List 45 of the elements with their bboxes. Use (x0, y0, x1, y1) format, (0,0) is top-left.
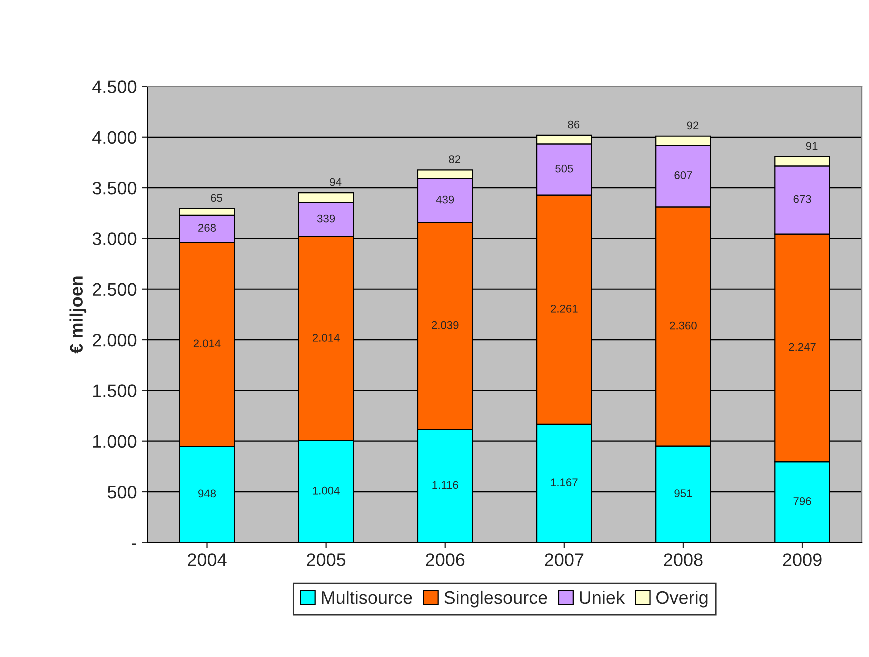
data-label: 439 (436, 196, 454, 204)
data-label: 2.247 (789, 343, 816, 352)
data-label: 91 (806, 142, 818, 150)
y-axis-title: € miljoen (70, 276, 87, 354)
x-tick-label: 2008 (664, 554, 703, 566)
y-tick-label: 1.500 (94, 384, 137, 398)
data-label: 339 (317, 214, 336, 223)
data-label: 86 (568, 120, 580, 129)
data-label: 2.039 (432, 321, 459, 330)
y-tick-label: 3.000 (92, 232, 137, 246)
y-tick-label: 1.000 (94, 435, 137, 448)
data-label: 607 (674, 172, 692, 180)
legend-label: Multisource (322, 590, 412, 604)
y-tick-label: 4.500 (92, 80, 137, 94)
data-label: 2.014 (194, 340, 221, 348)
data-label: 1.004 (313, 486, 340, 495)
data-label: 65 (211, 194, 222, 202)
x-tick-label: 2009 (783, 554, 822, 566)
data-label: 1.167 (551, 478, 578, 487)
data-label: 94 (330, 178, 342, 186)
legend-label: Uniek (580, 590, 626, 604)
x-tick-label: 2005 (307, 554, 346, 566)
data-label: 1.116 (432, 481, 458, 490)
data-label: 951 (674, 490, 692, 498)
data-label: 92 (687, 122, 699, 130)
y-tick-label: 2.500 (93, 283, 137, 296)
data-label: 673 (794, 195, 812, 204)
legend-label: Singlesource (444, 590, 548, 608)
x-tick-label: 2006 (426, 554, 465, 566)
data-label: 2.360 (670, 322, 697, 330)
data-label: 268 (198, 224, 216, 232)
data-label: 2.014 (312, 334, 340, 342)
y-tick-label: 500 (108, 486, 137, 499)
legend-label: Overig (656, 590, 708, 608)
data-label: 505 (556, 164, 574, 173)
y-tick-label: - (132, 544, 137, 546)
data-label: 948 (198, 490, 216, 498)
y-tick-label: 4.000 (92, 131, 137, 144)
x-tick-label: 2007 (545, 554, 584, 566)
data-label: 2.261 (551, 305, 578, 313)
x-tick-label: 2004 (188, 554, 227, 566)
y-tick-label: 2.000 (93, 334, 137, 347)
data-label: 796 (794, 497, 812, 506)
y-tick-label: 3.500 (92, 182, 137, 195)
data-label: 82 (449, 156, 461, 164)
